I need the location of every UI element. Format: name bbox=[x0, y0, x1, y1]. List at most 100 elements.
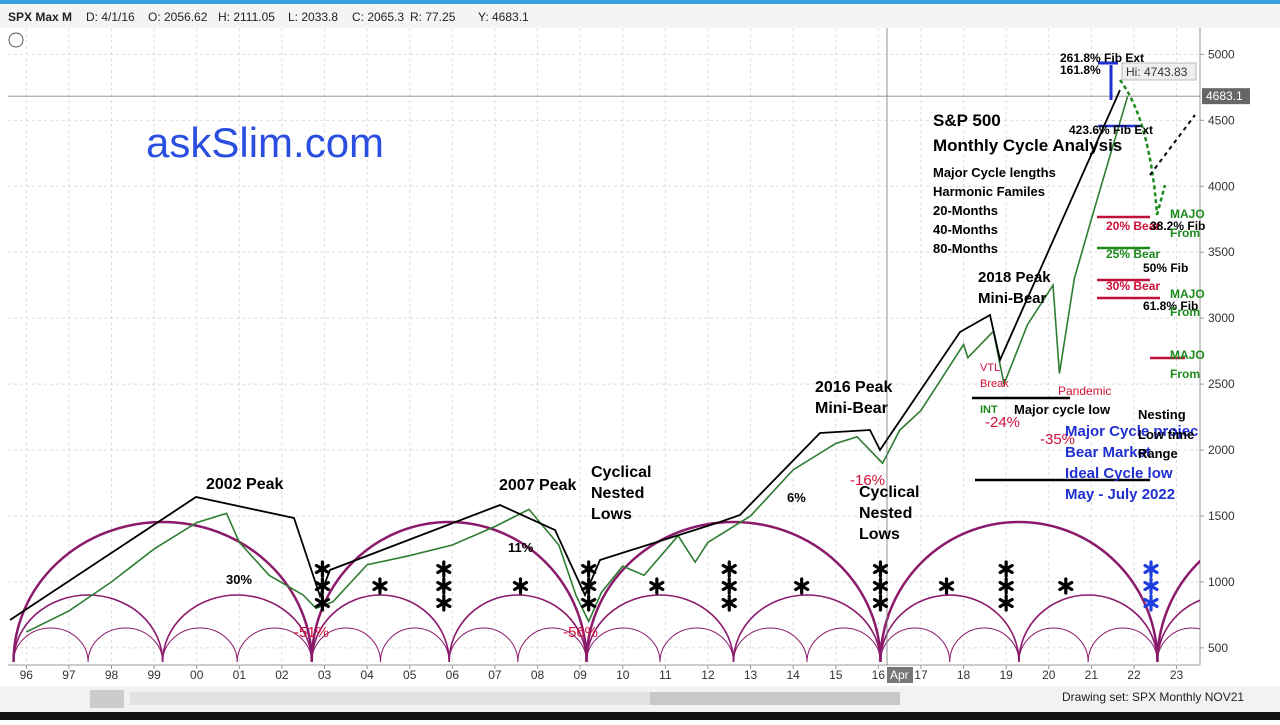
cycle-arc bbox=[379, 627, 450, 663]
annotation: INT bbox=[980, 404, 998, 416]
last-price-badge bbox=[1202, 88, 1250, 105]
symbol[interactable]: SPX Max M bbox=[8, 10, 72, 24]
cycle-marker bbox=[721, 560, 737, 612]
x-tick-label: 18 bbox=[957, 668, 971, 682]
cycle-arc bbox=[1156, 627, 1200, 663]
y-tick-label: 500 bbox=[1208, 641, 1228, 655]
asterisk-stroke bbox=[872, 597, 889, 609]
asterisk-stroke bbox=[314, 563, 331, 575]
cycle-marker bbox=[794, 577, 810, 595]
cycle-arc bbox=[448, 594, 588, 663]
cycle-arc bbox=[949, 627, 1020, 663]
top-strip bbox=[0, 0, 1280, 4]
annotation: 61.8% Fib bbox=[1143, 299, 1198, 313]
asterisk-stroke bbox=[436, 580, 452, 592]
x-tick-label: 23 bbox=[1170, 668, 1184, 682]
cycle-marker bbox=[938, 577, 955, 595]
x-tick-label: 10 bbox=[616, 668, 630, 682]
y-tick-label: 4000 bbox=[1208, 179, 1235, 193]
annotation: Range bbox=[1138, 446, 1178, 461]
annotation: 2007 Peak bbox=[499, 477, 577, 494]
x-tick-label: 17 bbox=[914, 668, 928, 682]
cycle-marker bbox=[372, 577, 388, 595]
asterisk-stroke bbox=[794, 580, 810, 592]
asterisk-stroke bbox=[998, 580, 1014, 592]
asterisk-stroke bbox=[436, 563, 452, 575]
y-tick-label: 2500 bbox=[1208, 377, 1235, 391]
asterisk-stroke bbox=[998, 563, 1014, 575]
cycle-arc bbox=[1087, 627, 1158, 663]
annotation: Major Cycle lengths bbox=[933, 165, 1056, 180]
x-tick-label: 19 bbox=[999, 668, 1013, 682]
cycle-arc bbox=[87, 627, 164, 663]
y-tick-label: 3500 bbox=[1208, 245, 1235, 259]
annotation: Lows bbox=[859, 526, 900, 543]
annotation: Lows bbox=[591, 506, 632, 523]
cycle-marker bbox=[581, 560, 597, 612]
annotation: S&P 500 bbox=[933, 111, 1001, 130]
high: H: 2111.05 bbox=[218, 10, 275, 24]
scroll-thumb[interactable] bbox=[650, 692, 900, 705]
cycle-arc bbox=[879, 520, 1159, 663]
cycle-marker bbox=[872, 560, 889, 612]
asterisk-stroke bbox=[721, 580, 737, 592]
annotation: From bbox=[1170, 367, 1200, 381]
annotation: MAJO bbox=[1170, 287, 1205, 301]
annotation: 161.8% bbox=[1060, 63, 1101, 77]
price-line bbox=[25, 96, 1129, 633]
annotation: Low time bbox=[1138, 427, 1194, 442]
annotation: 25% Bear bbox=[1106, 247, 1160, 261]
annotation: MAJO bbox=[1170, 348, 1205, 362]
x-tick-label: 07 bbox=[488, 668, 502, 682]
cycle-marker bbox=[436, 560, 452, 612]
cycle-arc bbox=[310, 594, 450, 663]
x-tick-label: 14 bbox=[786, 668, 800, 682]
cycle-arc bbox=[161, 594, 313, 663]
x-tick-label: 02 bbox=[275, 668, 289, 682]
x-tick-label: 05 bbox=[403, 668, 417, 682]
asterisk-stroke bbox=[372, 580, 388, 592]
asterisk-stroke bbox=[581, 580, 597, 592]
annotation: MAJO bbox=[1170, 207, 1205, 221]
cycle-arc bbox=[517, 627, 588, 663]
annotation: Major Cycle projec bbox=[1065, 423, 1198, 440]
x-tick-label: 21 bbox=[1085, 668, 1099, 682]
annotation: Nested bbox=[591, 485, 644, 502]
asterisk-stroke bbox=[1143, 563, 1159, 575]
cycle-arc bbox=[879, 627, 951, 663]
open: O: 2056.62 bbox=[148, 10, 208, 24]
annotation: 2018 Peak bbox=[978, 269, 1051, 286]
cycle-marker bbox=[314, 560, 331, 612]
annotation: Bear Market bbox=[1065, 444, 1151, 461]
annotation: 80-Months bbox=[933, 241, 998, 256]
x-tick-label: 15 bbox=[829, 668, 843, 682]
asterisk-stroke bbox=[872, 563, 889, 575]
x-tick-label: 99 bbox=[147, 668, 161, 682]
x-tick-label: 12 bbox=[701, 668, 715, 682]
asterisk-stroke bbox=[314, 597, 331, 609]
last-price-label: 4683.1 bbox=[1206, 89, 1243, 103]
cycle-arc bbox=[13, 627, 89, 663]
cycle-arc bbox=[310, 520, 588, 663]
asterisk-stroke bbox=[512, 580, 529, 592]
annotation: 2002 Peak bbox=[206, 476, 284, 493]
x-tick-label: 04 bbox=[360, 668, 374, 682]
cycle-marker bbox=[649, 577, 665, 595]
asterisk-stroke bbox=[938, 580, 955, 592]
asterisk-stroke bbox=[1143, 580, 1159, 592]
asterisk-stroke bbox=[721, 597, 737, 609]
annotation: Cyclical bbox=[591, 464, 651, 481]
annotation: May - July 2022 bbox=[1065, 486, 1175, 503]
annotation: -16% bbox=[850, 472, 885, 489]
cycle-arc bbox=[162, 627, 238, 663]
y-tick-label: 4500 bbox=[1208, 113, 1235, 127]
info-icon[interactable] bbox=[8, 32, 24, 48]
cycle-arc bbox=[1156, 559, 1200, 663]
annotation: 20-Months bbox=[933, 203, 998, 218]
annotation: 2016 Peak bbox=[815, 379, 893, 396]
scroll-button[interactable] bbox=[90, 690, 124, 708]
cycle-arc bbox=[1018, 627, 1089, 663]
asterisk-stroke bbox=[998, 597, 1014, 609]
x-tick-label: 96 bbox=[20, 668, 34, 682]
cycle-arc bbox=[806, 627, 881, 663]
